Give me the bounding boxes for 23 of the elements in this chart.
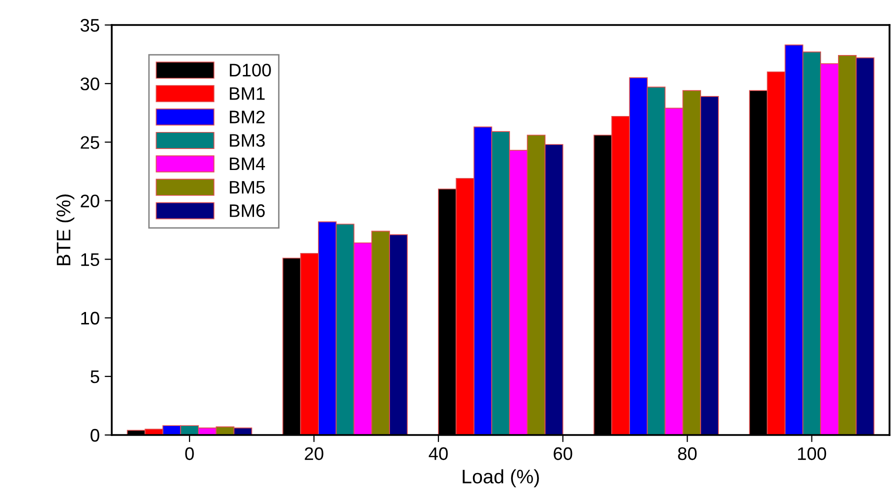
y-tick-label: 5 [90, 370, 100, 384]
y-tick-label: 35 [80, 18, 100, 32]
y-tick-label: 20 [80, 194, 100, 208]
legend-label: BM2 [230, 110, 265, 124]
legend-label: BM1 [230, 87, 265, 100]
x-tick-label: 80 [678, 447, 697, 460]
legend-label: BM5 [230, 181, 265, 194]
x-tick-label: 40 [428, 447, 448, 460]
y-tick-label: 0 [90, 428, 100, 442]
legend-label: BM3 [230, 134, 265, 147]
legend-label: BM6 [230, 204, 265, 218]
x-tick-label: 20 [304, 447, 324, 460]
y-tick-label: 15 [81, 253, 100, 266]
y-tick-label: 25 [80, 136, 100, 149]
x-tick-label: 0 [185, 447, 194, 460]
x-tick-label: 60 [554, 447, 572, 460]
y-tick-label: 30 [80, 78, 100, 90]
x-axis-title: Load (%) [462, 469, 539, 488]
y-tick-label: 10 [81, 312, 100, 325]
legend-label: D100 [230, 64, 271, 77]
legend-label: BM4 [230, 158, 266, 170]
x-tick-label: 100 [798, 447, 826, 460]
y-axis-title: BTE (%) [56, 194, 74, 266]
